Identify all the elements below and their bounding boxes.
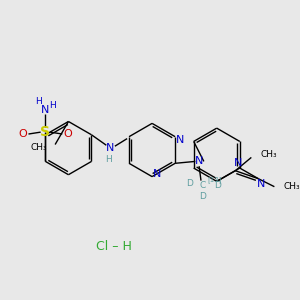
Text: N: N xyxy=(257,179,266,189)
Text: C: C xyxy=(200,181,206,190)
Text: [13]: [13] xyxy=(207,176,222,183)
Text: N: N xyxy=(195,156,203,167)
Text: N: N xyxy=(176,134,184,145)
Text: H: H xyxy=(49,101,56,110)
Text: S: S xyxy=(40,125,50,139)
Text: H: H xyxy=(105,155,112,164)
Text: D: D xyxy=(200,192,206,201)
Text: Cl – H: Cl – H xyxy=(96,241,132,254)
Text: H: H xyxy=(35,98,42,106)
Text: CH₃: CH₃ xyxy=(31,143,47,152)
Text: N: N xyxy=(41,104,50,115)
Text: N: N xyxy=(153,169,161,179)
Text: CH₃: CH₃ xyxy=(284,182,300,191)
Text: D: D xyxy=(186,179,193,188)
Text: CH₃: CH₃ xyxy=(261,150,278,159)
Text: N: N xyxy=(234,158,242,168)
Text: N: N xyxy=(106,143,114,153)
Text: O: O xyxy=(18,129,27,139)
Text: D: D xyxy=(214,181,220,190)
Text: O: O xyxy=(64,129,72,139)
